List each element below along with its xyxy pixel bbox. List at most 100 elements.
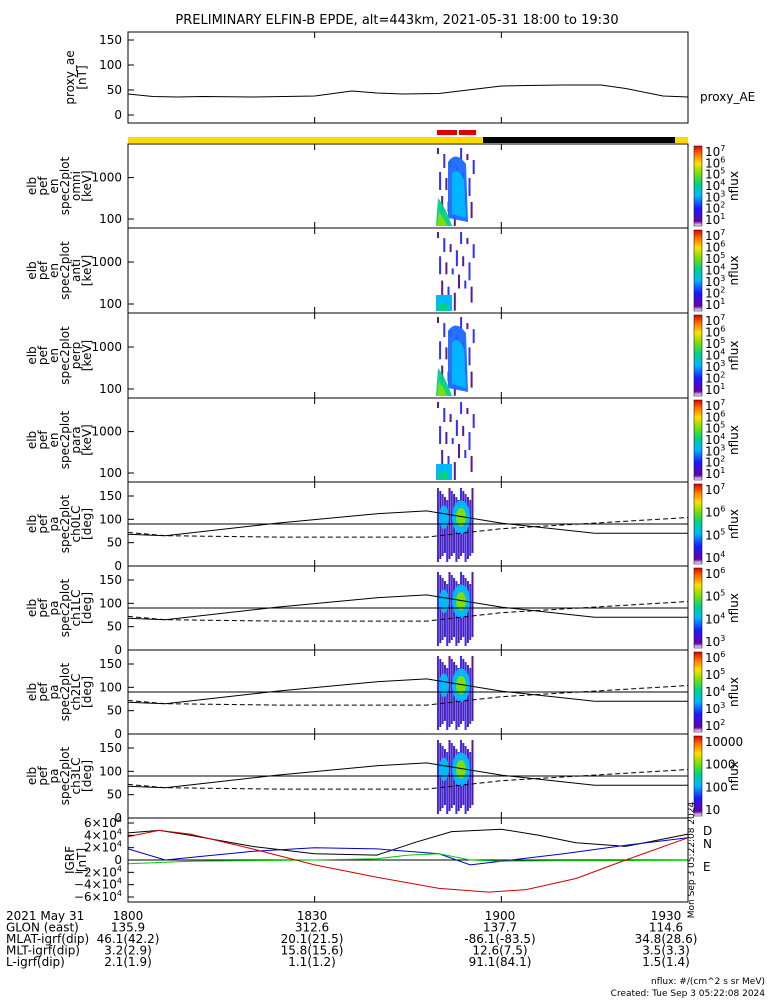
tick-base: 10 — [705, 229, 720, 243]
chart-title: PRELIMINARY ELFIN-B EPDE, alt=443km, 202… — [175, 13, 618, 28]
color-bar — [693, 145, 703, 227]
y-axis-label: [keV] — [80, 340, 94, 371]
color-bar — [693, 229, 703, 312]
tick-base: 10 — [705, 551, 720, 565]
y-tick-label: 0 — [114, 727, 122, 741]
ephemeris-value: 1.5(1.4) — [642, 955, 690, 969]
tick-base: 10 — [705, 719, 720, 733]
spectrogram-cell — [469, 752, 472, 808]
science-zone-marker — [459, 130, 476, 135]
tick-base: 10 — [705, 433, 720, 447]
tick-exponent: 7 — [720, 144, 725, 153]
tick-exponent: 4 — [117, 877, 122, 886]
y-tick-label: −6×104 — [74, 889, 122, 904]
y-axis-label: para — [69, 426, 83, 453]
footer-created: Created: Tue Sep 3 05:22:08 2024 — [611, 989, 766, 999]
spectrogram-cell — [449, 244, 452, 253]
color-bar-tick: 104 — [705, 348, 725, 363]
spectrogram-cell — [453, 292, 456, 311]
tick-exponent: 4 — [720, 348, 725, 357]
color-bar-tick: 107 — [705, 228, 725, 243]
y-axis-label: pef — [36, 598, 50, 618]
y-axis-label: elb — [25, 683, 39, 701]
y-tick-label: 150 — [99, 489, 122, 503]
spectrogram-cell — [472, 160, 475, 174]
spectrogram-cell — [470, 286, 473, 303]
tick-exponent: 6 — [720, 325, 725, 334]
tick-exponent: 6 — [720, 505, 725, 514]
spectrogram-cell — [439, 172, 442, 190]
color-bar-title: nflux — [727, 256, 741, 286]
y-axis-label: elb — [25, 346, 39, 364]
anti-loss-cone-line — [127, 769, 689, 790]
color-bar-title: nflux — [727, 761, 741, 791]
tick-base: 10 — [705, 168, 720, 182]
tick-base: 10 — [705, 612, 720, 626]
panel-frame-anti — [127, 227, 689, 314]
color-bar-tick: 102 — [705, 371, 725, 386]
tick-base: 10 — [705, 456, 720, 470]
tick-exponent: 5 — [720, 589, 725, 598]
spectrogram-cell — [439, 341, 442, 360]
spectrogram-cell — [445, 178, 448, 190]
color-bar-tick: 106 — [705, 155, 725, 170]
spectrogram-cell — [441, 280, 444, 297]
color-bar-tick: 10000 — [705, 735, 743, 749]
tick-base: 10 — [705, 668, 720, 682]
color-bar — [693, 314, 703, 397]
tick-base: 10 — [705, 685, 720, 699]
y-axis-label: [keV] — [80, 170, 94, 201]
y-axis-label: [nT] — [75, 848, 89, 872]
color-bar — [693, 651, 703, 733]
tick-exponent: 6 — [720, 409, 725, 418]
y-axis-label: elb — [25, 599, 39, 617]
color-bar-tick: 100 — [705, 780, 728, 794]
y-axis-label: spec2plot — [58, 241, 72, 300]
pa-core — [456, 676, 466, 695]
tick-exponent: 1 — [720, 212, 725, 221]
color-bar-tick: 106 — [705, 505, 725, 520]
tick-base: 10 — [705, 506, 720, 520]
y-axis-label: [keV] — [80, 424, 94, 455]
tick-exponent: 5 — [720, 167, 725, 176]
spectrogram-band — [452, 171, 466, 218]
tick-exponent: 2 — [720, 371, 725, 380]
y-tick-label: −4×104 — [74, 877, 122, 892]
spectrogram-cell — [462, 426, 465, 436]
color-bar-tick: 103 — [705, 701, 725, 716]
color-bar-tick: 101 — [705, 297, 725, 312]
spectrogram-cell — [443, 323, 446, 338]
tick-base: 10 — [705, 337, 720, 351]
tick-base: −4×10 — [74, 878, 117, 892]
tick-exponent: 7 — [720, 482, 725, 491]
y-axis-label: pef — [36, 682, 50, 702]
spectrogram-cell — [437, 572, 439, 646]
spectrogram-cell — [468, 347, 471, 366]
tick-base: 10 — [705, 145, 720, 159]
pa-core — [456, 592, 466, 611]
spectrogram-cell — [437, 488, 439, 562]
color-bar-tick: 105 — [705, 421, 725, 436]
color-bar-title: nflux — [727, 593, 741, 623]
tick-base: 10 — [705, 202, 720, 216]
color-bar-tick: 106 — [705, 409, 725, 424]
ephemeris-value: 3.2(2.9) — [104, 944, 152, 958]
tick-base: 10 — [705, 326, 720, 340]
ephemeris-value: 46.1(42.2) — [97, 932, 160, 946]
y-axis-label: en — [47, 348, 61, 363]
spectrogram-cell — [460, 232, 463, 244]
panel-frame-para — [127, 397, 689, 483]
panel-frame-omni — [127, 143, 689, 229]
y-tick-label: 150 — [99, 741, 122, 755]
spectrogram-cell — [462, 256, 465, 267]
tick-base: 10 — [705, 213, 720, 227]
spectrogram-cell — [469, 500, 472, 556]
ephemeris-value: 91.1(84.1) — [469, 955, 532, 969]
color-bar-tick: 107 — [705, 144, 725, 159]
panel-frame-proxy_ae — [127, 31, 689, 124]
y-axis-label: pef — [36, 514, 50, 534]
ephemeris-row-label: GLON (east) — [6, 921, 79, 935]
color-bar-tick: 105 — [705, 167, 725, 182]
spectrogram-cell — [437, 232, 439, 238]
tick-base: 10 — [705, 287, 720, 301]
